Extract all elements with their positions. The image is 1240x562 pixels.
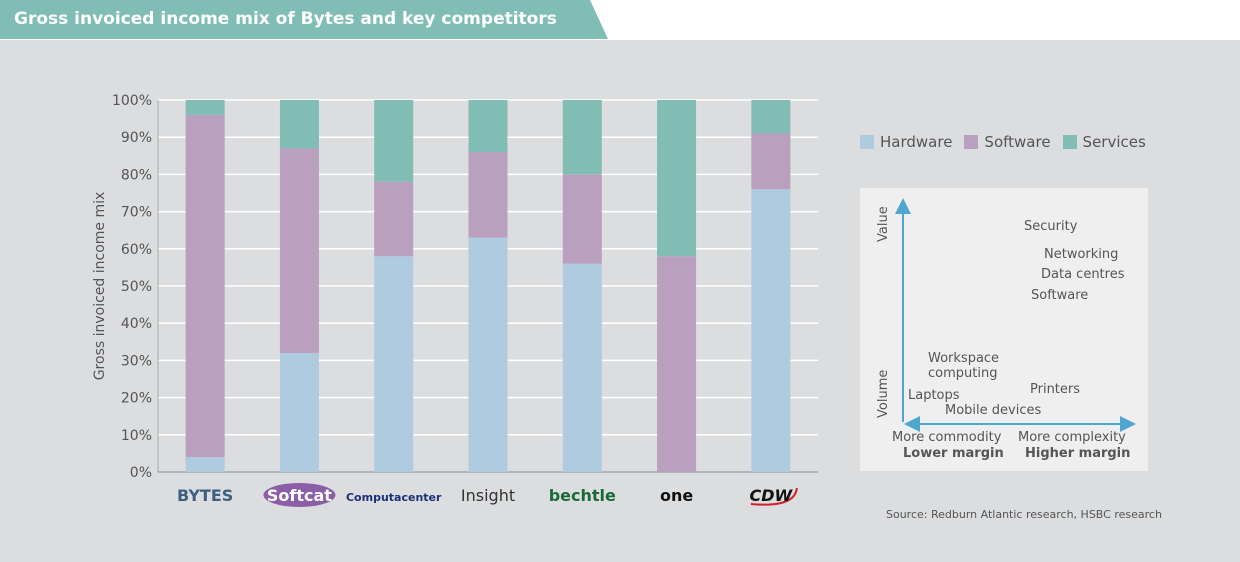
legend-item-hardware: Hardware [860, 133, 952, 151]
legend-swatch [964, 135, 979, 149]
x-category-logo-one: one [660, 486, 693, 505]
y-tick-label: 30% [121, 353, 152, 369]
item-software: Software [1031, 288, 1089, 303]
item-networking: Networking [1044, 247, 1119, 262]
bar-hardware-insight [468, 237, 508, 472]
legend: Hardware Software Services [860, 133, 1146, 151]
y-tick-label: 80% [121, 167, 152, 183]
softcat-logo-bg [263, 483, 336, 507]
y-tick-label: 10% [121, 428, 152, 444]
bar-software-bechtle [562, 174, 602, 264]
x-category-logo-bechtle: bechtle [549, 486, 616, 505]
item-computing: computing [928, 366, 998, 381]
x-category-logo-cdw: CDW [750, 486, 794, 505]
x-category-logo-softcat: Softcat [267, 486, 332, 505]
legend-swatch [1062, 135, 1077, 149]
legend-label: Software [984, 133, 1051, 151]
x-category-logo-bytes: BYTES [177, 486, 233, 505]
bar-software-cdw [751, 133, 791, 190]
item-laptops: Laptops [908, 388, 960, 403]
item-data-centres: Data centres [1041, 267, 1125, 282]
y-tick-label: 60% [121, 242, 152, 258]
inset-matrix: Value Volume Security Networking Data ce… [860, 188, 1148, 471]
y-tick-label: 70% [121, 205, 152, 221]
bar-software-insight [468, 152, 508, 238]
y-tick-label: 40% [121, 316, 152, 332]
chart-title: Gross invoiced income mix of Bytes and k… [0, 0, 608, 39]
bar-hardware-softcat [279, 352, 319, 472]
bar-hardware-computacenter [374, 256, 414, 472]
legend-item-software: Software [964, 133, 1051, 151]
x-left-label: More commodity [892, 430, 1002, 445]
bar-services-computacenter [374, 100, 414, 182]
bar-software-one [657, 256, 697, 472]
item-printers: Printers [1030, 382, 1081, 397]
bar-services-insight [468, 100, 508, 153]
bar-services-cdw [751, 100, 791, 134]
cdw-logo-swoosh [750, 487, 798, 506]
source-note: Source: Redburn Atlantic research, HSBC … [886, 508, 1162, 521]
inset-axes [895, 198, 1136, 432]
x-right-sub-label: Higher margin [1025, 446, 1131, 461]
bar-hardware-cdw [751, 189, 791, 472]
item-workspace: Workspace [928, 351, 1000, 366]
y-tick-label: 90% [121, 130, 152, 146]
legend-swatch [860, 135, 874, 149]
bar-software-softcat [279, 148, 319, 353]
y-tick-label: 100% [112, 93, 152, 109]
bar-hardware-bytes [185, 457, 225, 472]
bar-services-softcat [279, 100, 319, 149]
bar-software-bytes [185, 114, 225, 458]
x-category-logo-computacenter: Computacenter [346, 491, 442, 504]
y-tick-label: 50% [121, 279, 152, 295]
bar-hardware-bechtle [562, 263, 602, 472]
x-left-sub-label: Lower margin [903, 446, 1004, 461]
legend-label: Services [1082, 133, 1146, 151]
y-tick-label: 0% [130, 465, 152, 481]
volume-label: Volume [876, 369, 891, 418]
legend-label: Hardware [880, 133, 953, 151]
bar-services-bechtle [562, 100, 602, 175]
value-label: Value [876, 206, 891, 242]
y-tick-label: 20% [121, 391, 152, 407]
x-category-logo-insight: Insight [461, 486, 515, 505]
item-mobile-devices: Mobile devices [945, 403, 1042, 418]
bar-services-one [657, 100, 697, 257]
x-right-label: More complexity [1018, 430, 1126, 445]
bar-software-computacenter [374, 181, 414, 257]
item-security: Security [1024, 219, 1078, 234]
bar-services-bytes [185, 100, 225, 115]
y-axis-label: Gross invoiced income mix [92, 192, 108, 381]
legend-item-services: Services [1062, 133, 1146, 151]
